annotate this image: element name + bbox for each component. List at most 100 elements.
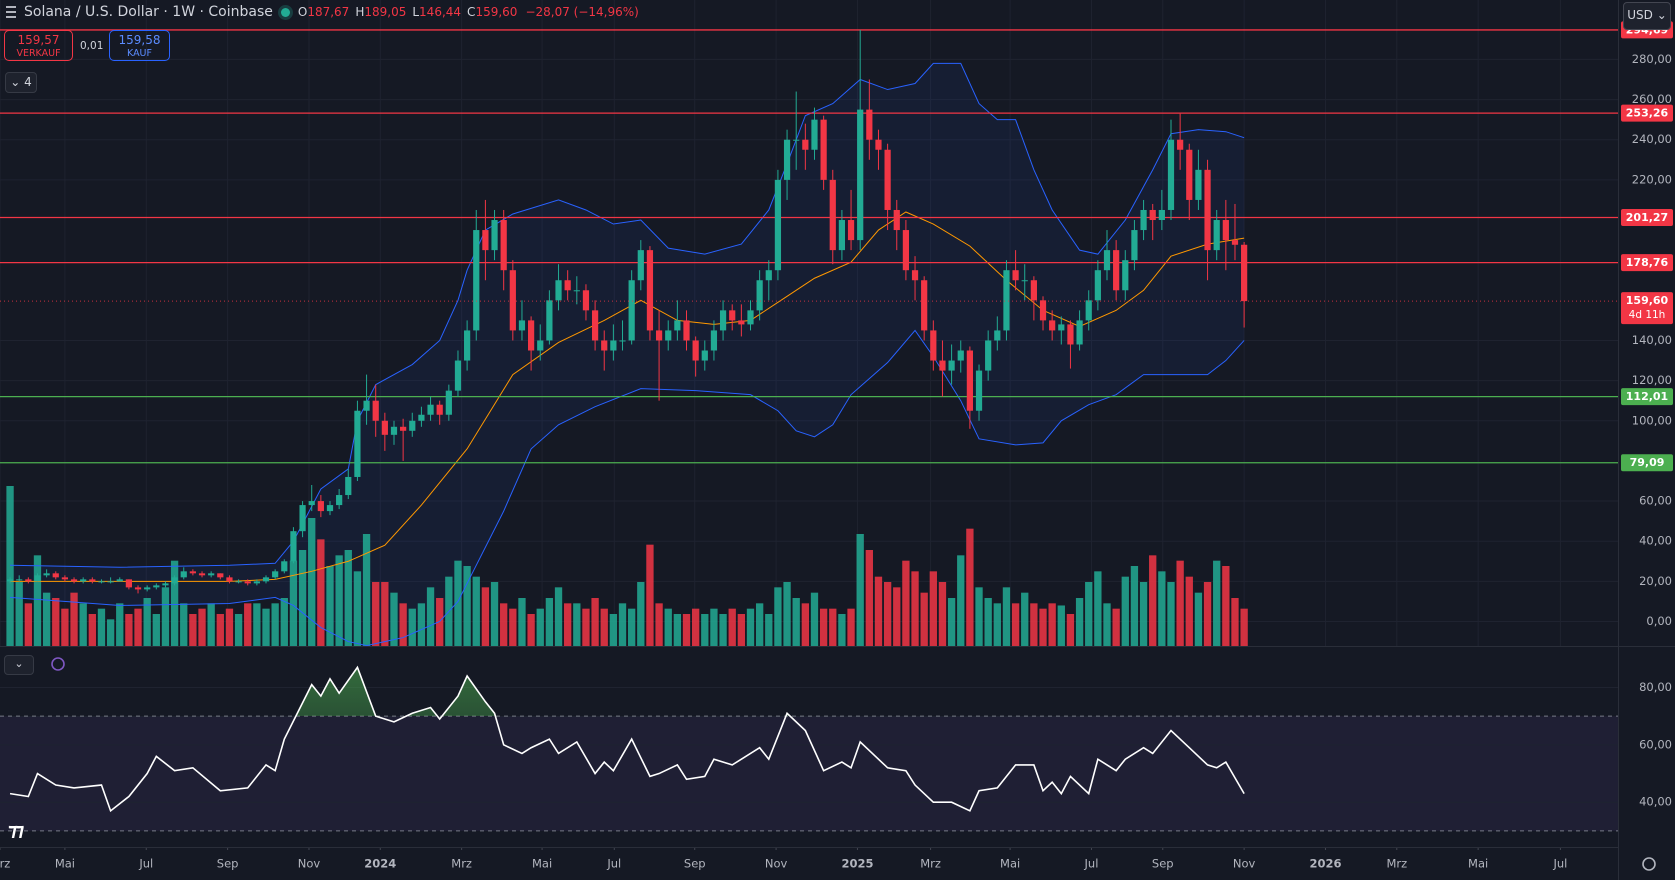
- volume-bar: [801, 603, 809, 646]
- header: Solana / U.S. Dollar · 1W · Coinbase O18…: [6, 4, 639, 20]
- volume-bar: [1094, 571, 1102, 646]
- candle-body: [244, 581, 251, 584]
- volume-bar: [308, 518, 316, 646]
- candle-body: [1085, 300, 1092, 321]
- y-tick-label: 60,00: [1639, 494, 1672, 508]
- candle-body: [1049, 320, 1056, 331]
- candle-body: [957, 350, 964, 361]
- volume-bar: [1039, 608, 1047, 646]
- volume-bar: [600, 608, 608, 646]
- volume-bar: [189, 614, 197, 646]
- candle-body: [1003, 270, 1010, 331]
- candle-body: [418, 414, 425, 421]
- volume-bar: [701, 614, 709, 646]
- volume-bar: [655, 603, 663, 646]
- buy-button[interactable]: 159,58 KAUF: [109, 30, 170, 61]
- candle-body: [756, 280, 763, 311]
- volume-bar: [829, 608, 837, 646]
- candle-body: [326, 505, 334, 512]
- candle-body: [500, 220, 507, 271]
- candle-body: [911, 270, 919, 281]
- axes: Mrz Mai Jul Sep Nov 2024 Mrz Mai Jul Sep Nov 2025 Mr…: [0, 21, 1673, 871]
- volume-bar: [271, 603, 279, 646]
- indicators-toggle[interactable]: ⌄ 4: [5, 72, 37, 93]
- candle-body: [1058, 324, 1065, 331]
- volume-bar: [426, 587, 435, 646]
- ohlc-item: L146,44: [412, 5, 461, 19]
- volume-bar: [481, 587, 490, 646]
- volume-bar: [810, 592, 819, 646]
- volume-bar: [728, 608, 736, 646]
- last-price-tag: [1621, 292, 1673, 325]
- candle-body: [16, 579, 23, 581]
- candle-body: [811, 119, 818, 150]
- candle-body: [226, 577, 233, 582]
- candle-body: [930, 330, 937, 361]
- buy-label: KAUF: [127, 48, 152, 59]
- x-tick-label: Jul: [138, 857, 153, 871]
- level-tag: [1621, 388, 1673, 406]
- candle-body: [70, 579, 78, 582]
- ohlc-item: C159,60: [467, 5, 517, 19]
- volume-bar: [509, 608, 517, 646]
- rsi-band: [0, 716, 1618, 831]
- x-tick-label: Mrz: [920, 857, 941, 871]
- candle-body: [527, 320, 535, 351]
- candle-body: [719, 310, 727, 331]
- indicator-icon[interactable]: [51, 657, 65, 671]
- x-tick-label: Mrz: [451, 857, 472, 871]
- candle-body: [847, 220, 855, 241]
- volume-bar: [180, 603, 188, 646]
- volume-bar: [317, 539, 325, 646]
- volume-bar: [637, 582, 645, 646]
- indicators-count: 4: [24, 75, 32, 89]
- volume-bar: [865, 550, 873, 646]
- ohlc-value: 189,05: [364, 5, 407, 19]
- volume-bar: [326, 566, 334, 646]
- countdown: 4d 11h: [1629, 309, 1666, 321]
- volume-bar: [1139, 582, 1148, 646]
- candle-body: [1113, 250, 1120, 291]
- x-tick-label: Mrz: [0, 857, 10, 871]
- menu-icon[interactable]: [6, 6, 16, 18]
- volume-bar: [381, 582, 389, 646]
- ohlc-key: C: [467, 5, 476, 19]
- volume-bar: [1231, 598, 1239, 646]
- candle-body: [729, 310, 736, 321]
- volume-bar: [152, 614, 160, 646]
- candle-body: [390, 426, 398, 435]
- volume-bar: [737, 614, 746, 646]
- candle-body: [116, 579, 123, 582]
- ohlc-item: O187,67: [298, 5, 349, 19]
- volume-bar: [1130, 566, 1139, 646]
- level-label: 253,26: [1626, 107, 1669, 120]
- volume-bar: [161, 587, 170, 646]
- volume-bar: [673, 614, 682, 646]
- x-tick-label: Sep: [217, 857, 239, 871]
- volume-bar: [42, 592, 51, 646]
- volume-bar: [134, 608, 142, 646]
- candle-body: [1067, 324, 1074, 345]
- volume-bar: [628, 608, 636, 646]
- candle-body: [427, 404, 434, 415]
- volume-bar: [1185, 576, 1193, 646]
- candle-body: [948, 360, 955, 371]
- level-label: 178,76: [1626, 256, 1669, 269]
- rsi-line: [9, 665, 1245, 813]
- spread: 0,01: [80, 40, 104, 52]
- candle-body: [473, 230, 480, 331]
- symbol[interactable]: Solana / U.S. Dollar · 1W · Coinbase: [24, 4, 273, 20]
- settings-icon[interactable]: [1642, 857, 1656, 871]
- volume-bar: [362, 534, 371, 646]
- volume-bar: [710, 608, 718, 646]
- currency-button[interactable]: USD ⌄: [1623, 2, 1671, 30]
- candle-body: [857, 109, 864, 241]
- candle-body: [354, 410, 361, 477]
- rsi-toggle[interactable]: ⌄: [4, 655, 34, 675]
- volume-bar: [819, 608, 828, 646]
- sell-price: 159,57: [17, 33, 60, 47]
- sell-button[interactable]: 159,57 VERKAUF: [4, 30, 73, 61]
- volume-bar: [993, 603, 1001, 646]
- buy-price: 159,58: [118, 33, 161, 47]
